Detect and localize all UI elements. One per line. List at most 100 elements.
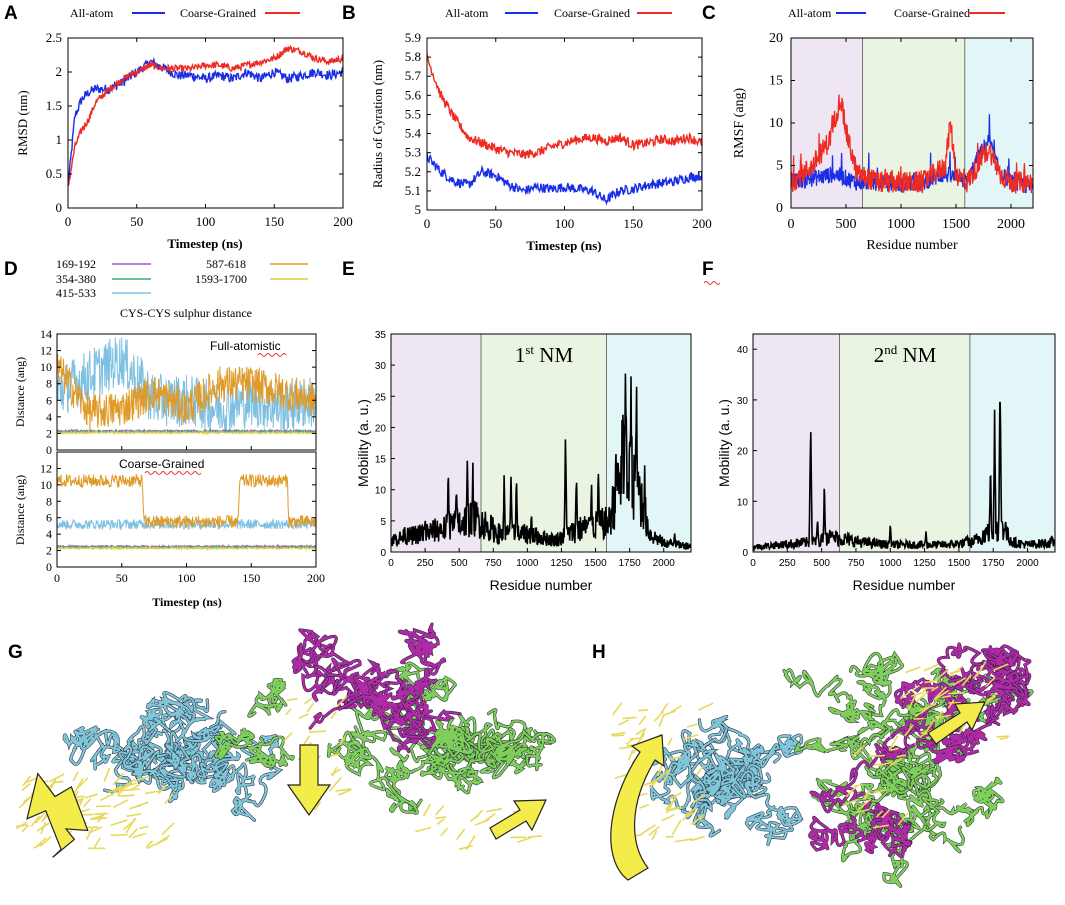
ylabel-c: RMSF (ang) <box>732 87 747 158</box>
x-tick-label: 50 <box>116 571 128 585</box>
x-tick-label: 1750 <box>982 558 1005 569</box>
series-b-allatom <box>427 152 702 206</box>
panel-label-h: H <box>592 642 606 663</box>
title-f-num: 2 <box>874 343 885 367</box>
motion-arrow-diagonal-icon <box>927 701 986 745</box>
y-tick-label: 40 <box>737 345 749 356</box>
series-d-587-618 <box>57 353 316 431</box>
x-tick-label: 500 <box>451 558 468 569</box>
xlabel-c: Residue number <box>866 238 958 253</box>
y-tick-label: 5.8 <box>405 49 421 64</box>
legend-d-354-label: 354-380 <box>56 272 96 286</box>
legend-d-587-label: 587-618 <box>206 257 246 271</box>
motion-arrow-down-icon <box>286 744 332 817</box>
y-tick-label: 25 <box>375 392 387 403</box>
y-tick-label: 12 <box>40 344 52 358</box>
ylabel-e: Mobility (a. u.) <box>355 399 371 487</box>
spellcheck-squiggle <box>257 353 287 357</box>
panel-label-g: G <box>8 642 23 663</box>
title-e-rest: NM <box>534 343 573 367</box>
x-tick-label: 2000 <box>997 217 1025 232</box>
x-tick-label: 150 <box>624 216 644 231</box>
y-tick-label: 2.5 <box>46 30 62 45</box>
y-tick-label: 2 <box>46 426 52 440</box>
y-tick-label: 0 <box>56 200 63 215</box>
motion-arrow-right-icon <box>489 799 547 840</box>
x-tick-label: 2000 <box>1016 558 1039 569</box>
ylabel-d-bottom: Distance (ang) <box>13 475 27 545</box>
y-tick-label: 0 <box>46 443 52 457</box>
x-tick-label: 750 <box>848 558 865 569</box>
motion-arrow-up-icon <box>26 772 89 858</box>
plot-frame-e <box>390 333 692 553</box>
y-tick-label: 15 <box>769 74 783 89</box>
y-tick-label: 0 <box>742 548 748 559</box>
x-tick-label: 0 <box>388 558 394 569</box>
xlabel-d: Timestep (ns) <box>152 595 221 609</box>
y-tick-label: 30 <box>375 361 387 372</box>
x-tick-label: 150 <box>265 214 285 229</box>
structure-h <box>610 642 1034 888</box>
subplot-d-bottom-label: Coarse-Grained <box>119 457 204 471</box>
y-tick-label: 20 <box>769 31 783 46</box>
y-tick-label: 30 <box>737 396 749 407</box>
x-tick-label: 200 <box>333 214 353 229</box>
x-tick-label: 200 <box>307 571 325 585</box>
y-tick-label: 5.3 <box>405 145 421 160</box>
x-tick-label: 0 <box>788 217 795 232</box>
y-tick-label: 5 <box>415 202 422 217</box>
x-tick-label: 250 <box>779 558 796 569</box>
legend-c-allatom-label: All-atom <box>788 6 832 20</box>
protein-domain-cyan <box>649 714 806 846</box>
y-tick-label: 5 <box>380 517 386 528</box>
panel-label-a: A <box>4 3 18 24</box>
chart-f-title: 2nd NM <box>874 342 937 367</box>
series-d-1593-1700 <box>57 545 316 551</box>
series-a-allatom <box>68 56 343 187</box>
x-tick-label: 1000 <box>887 217 915 232</box>
spellcheck-squiggle <box>703 281 721 285</box>
x-tick-label: 1500 <box>584 558 607 569</box>
legend-a-cg-label: Coarse-Grained <box>180 6 256 20</box>
series-d-415-533 <box>57 337 316 434</box>
x-tick-label: 250 <box>417 558 434 569</box>
y-tick-label: 4 <box>46 527 52 541</box>
series-c-allatom <box>791 114 1033 194</box>
legend-a-allatom-label: All-atom <box>70 6 114 20</box>
x-tick-label: 0 <box>54 571 60 585</box>
title-e-sup: st <box>525 342 534 357</box>
domain-region <box>391 334 481 552</box>
series-d-1593-1700 <box>57 429 316 436</box>
y-tick-label: 0.5 <box>46 166 62 181</box>
ylabel-d-top: Distance (ang) <box>13 357 27 427</box>
x-tick-label: 1000 <box>516 558 539 569</box>
series-e-mobility <box>391 373 691 551</box>
domain-region <box>753 334 840 552</box>
y-tick-label: 0 <box>776 201 783 216</box>
panel-label-b: B <box>342 3 356 24</box>
y-tick-label: 10 <box>769 116 783 131</box>
y-tick-label: 10 <box>737 497 749 508</box>
ylabel-b: Radius of Gyration (nm) <box>370 60 385 188</box>
title-f-rest: NM <box>897 343 936 367</box>
legend-c-cg-label: Coarse-Grained <box>894 6 970 20</box>
y-tick-label: 5.7 <box>405 68 422 83</box>
subplot-label-bg-bottom <box>117 455 227 471</box>
chart-f: 2nd NM 0 250 500 750 1000 1250 1500 1750 2000 0 10… <box>716 333 1056 593</box>
x-tick-label: 2000 <box>653 558 676 569</box>
protein-domain-purple <box>808 642 1032 859</box>
y-tick-label: 5.5 <box>405 106 421 121</box>
x-tick-label: 100 <box>555 216 575 231</box>
series-a-cg <box>68 44 343 186</box>
chart-b: All-atom Coarse-Grained 0 50 100 150 200 5 5.1… <box>370 6 712 253</box>
y-tick-label: 0 <box>46 560 52 574</box>
panel-label-e: E <box>342 259 355 280</box>
x-tick-label: 1500 <box>948 558 971 569</box>
x-tick-label: 0 <box>750 558 756 569</box>
chart-d-title: CYS-CYS sulphur distance <box>120 306 252 320</box>
domain-region <box>606 334 691 552</box>
spellcheck-squiggle <box>144 471 202 475</box>
x-tick-label: 1250 <box>550 558 573 569</box>
y-tick-label: 10 <box>40 478 52 492</box>
